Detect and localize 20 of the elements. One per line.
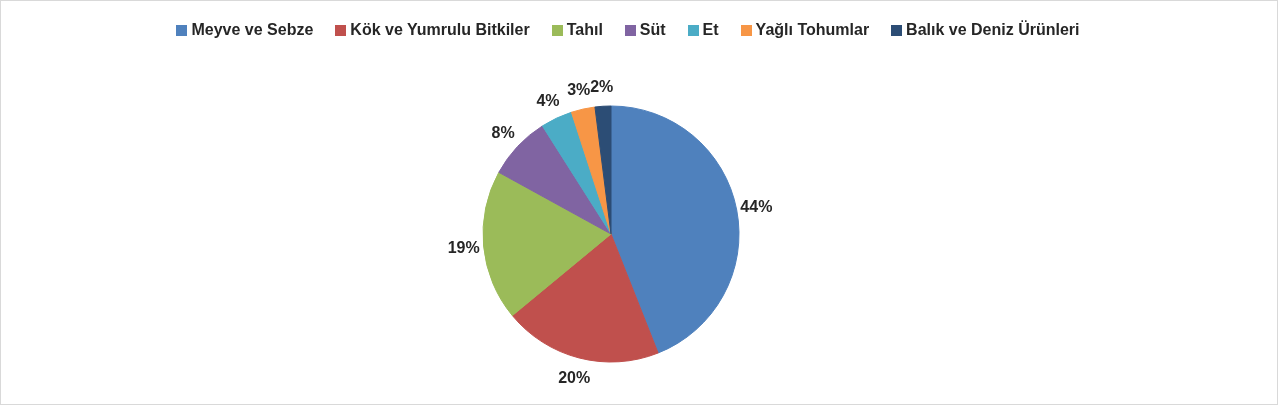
- pie-slice: [610, 105, 740, 354]
- pie-slice: [541, 111, 612, 235]
- data-label: 4%: [536, 91, 560, 109]
- data-label: 19%: [447, 239, 480, 257]
- legend-label: Et: [702, 21, 719, 38]
- pie-slice: [570, 106, 612, 235]
- legend-label: Yağlı Tohumlar: [755, 21, 870, 38]
- data-label: 44%: [740, 197, 773, 215]
- legend-label: Meyve ve Sebze: [191, 21, 314, 38]
- legend-label: Balık ve Deniz Ürünleri: [906, 21, 1080, 38]
- pie-slice: [594, 105, 612, 235]
- legend-label: Süt: [639, 21, 666, 38]
- pie-slice: [511, 233, 659, 363]
- data-label: 3%: [567, 81, 591, 99]
- legend-label: Kök ve Yumrulu Bitkiler: [350, 21, 530, 38]
- pie-slice: [482, 171, 612, 317]
- data-label: 2%: [590, 77, 614, 95]
- legend-label: Tahıl: [566, 21, 603, 38]
- data-label: 20%: [558, 368, 591, 386]
- data-label: 8%: [491, 124, 515, 142]
